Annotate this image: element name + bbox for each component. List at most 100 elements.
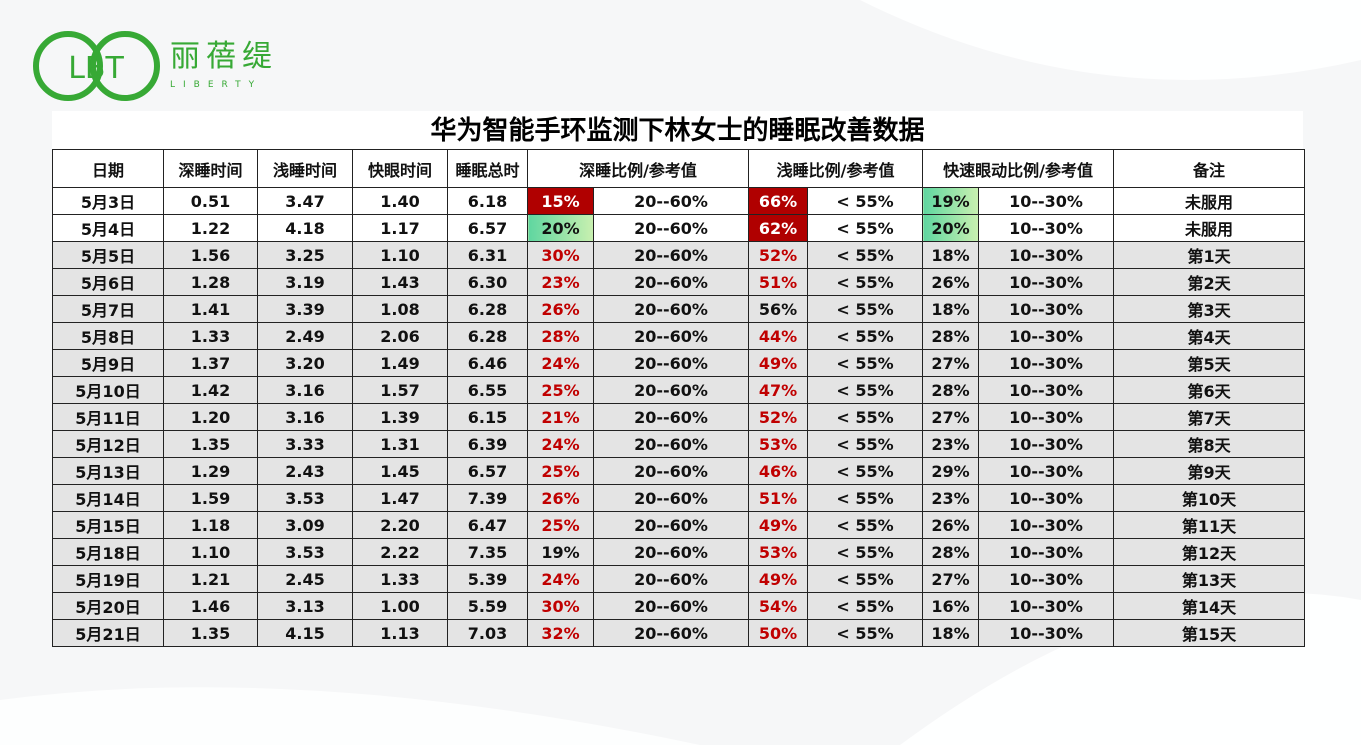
cell-deep-ref: 20--60% [592, 403, 750, 431]
sleep-data-table: 日期 深睡时间 浅睡时间 快眼时间 睡眠总时 深睡比例/参考值 浅睡比例/参考值… [52, 149, 1306, 647]
cell-deep: 1.59 [163, 484, 258, 512]
cell-deep: 1.56 [163, 241, 258, 269]
cell-note: 第14天 [1113, 592, 1306, 620]
cell-rem-ref: 10--30% [978, 322, 1115, 350]
cell-total: 6.57 [447, 457, 528, 485]
table-row: 5月3日 0.51 3.47 1.40 6.18 15% 20--60% 66% < 55% 19… [52, 187, 1306, 215]
cell-rem-pct: 26% [922, 511, 980, 539]
cell-light-pct: 52% [748, 403, 809, 431]
cell-light: 3.09 [257, 511, 353, 539]
cell-note: 第13天 [1113, 565, 1306, 593]
cell-light: 3.53 [257, 538, 353, 566]
cell-light-ref: < 55% [807, 592, 924, 620]
cell-total: 6.18 [447, 187, 528, 215]
cell-rem-ref: 10--30% [978, 565, 1115, 593]
cell-rem-ref: 10--30% [978, 268, 1115, 296]
cell-date: 5月3日 [52, 187, 164, 215]
cell-rem: 1.08 [352, 295, 448, 323]
cell-deep: 1.29 [163, 457, 258, 485]
cell-light-ref: < 55% [807, 322, 924, 350]
table-row: 5月12日 1.35 3.33 1.31 6.39 24% 20--60% 53% < 55% 2… [52, 430, 1306, 458]
cell-deep-pct: 25% [527, 457, 594, 485]
cell-note: 第9天 [1113, 457, 1306, 485]
cell-note: 第3天 [1113, 295, 1306, 323]
cell-deep-pct: 24% [527, 430, 594, 458]
cell-rem: 1.10 [352, 241, 448, 269]
header-date: 日期 [52, 149, 164, 188]
cell-light: 2.49 [257, 322, 353, 350]
cell-date: 5月6日 [52, 268, 164, 296]
cell-rem-ref: 10--30% [978, 538, 1115, 566]
cell-deep-pct: 26% [527, 295, 594, 323]
cell-rem-pct: 29% [922, 457, 980, 485]
cell-note: 第8天 [1113, 430, 1306, 458]
cell-note: 未服用 [1113, 187, 1306, 215]
header-deep-ratio: 深睡比例/参考值 [526, 149, 750, 188]
cell-light-pct: 62% [748, 214, 809, 242]
cell-light-ref: < 55% [807, 619, 924, 647]
cell-rem: 1.57 [352, 376, 448, 404]
cell-date: 5月14日 [52, 484, 164, 512]
table-row: 5月8日 1.33 2.49 2.06 6.28 28% 20--60% 44% < 55% 28… [52, 322, 1306, 350]
cell-rem-ref: 10--30% [978, 484, 1115, 512]
header-total: 睡眠总时 [447, 149, 528, 188]
cell-deep-pct: 26% [527, 484, 594, 512]
cell-note: 第4天 [1113, 322, 1306, 350]
cell-deep-ref: 20--60% [592, 322, 750, 350]
cell-light: 3.47 [257, 187, 353, 215]
cell-rem-ref: 10--30% [978, 511, 1115, 539]
cell-light: 3.16 [257, 403, 353, 431]
cell-deep-ref: 20--60% [592, 484, 750, 512]
cell-total: 7.03 [447, 619, 528, 647]
logo-letters: LBT [68, 51, 124, 86]
cell-rem-ref: 10--30% [978, 187, 1115, 215]
table-row: 5月10日 1.42 3.16 1.57 6.55 25% 20--60% 47% < 55% 2… [52, 376, 1306, 404]
cell-rem-pct: 27% [922, 403, 980, 431]
cell-date: 5月9日 [52, 349, 164, 377]
table-header-row: 日期 深睡时间 浅睡时间 快眼时间 睡眠总时 深睡比例/参考值 浅睡比例/参考值… [52, 149, 1306, 188]
cell-note: 第11天 [1113, 511, 1306, 539]
cell-deep: 1.42 [163, 376, 258, 404]
table-row: 5月13日 1.29 2.43 1.45 6.57 25% 20--60% 46% < 55% 2… [52, 457, 1306, 485]
cell-rem: 2.22 [352, 538, 448, 566]
cell-light-ref: < 55% [807, 349, 924, 377]
brand-sub: LIBERTY [170, 80, 263, 90]
cell-light: 3.25 [257, 241, 353, 269]
cell-note: 第10天 [1113, 484, 1306, 512]
cell-deep-ref: 20--60% [592, 430, 750, 458]
cell-deep-pct: 28% [527, 322, 594, 350]
cell-deep-ref: 20--60% [592, 565, 750, 593]
cell-light-pct: 50% [748, 619, 809, 647]
table-row: 5月9日 1.37 3.20 1.49 6.46 24% 20--60% 49% < 55% 27… [52, 349, 1306, 377]
cell-rem-ref: 10--30% [978, 592, 1115, 620]
cell-light-pct: 49% [748, 349, 809, 377]
cell-rem-pct: 28% [922, 538, 980, 566]
cell-note: 第6天 [1113, 376, 1306, 404]
cell-rem: 1.17 [352, 214, 448, 242]
cell-note: 第1天 [1113, 241, 1306, 269]
cell-deep: 1.20 [163, 403, 258, 431]
cell-rem: 1.31 [352, 430, 448, 458]
cell-deep: 0.51 [163, 187, 258, 215]
cell-light-pct: 56% [748, 295, 809, 323]
cell-light-ref: < 55% [807, 565, 924, 593]
cell-date: 5月8日 [52, 322, 164, 350]
cell-rem: 1.45 [352, 457, 448, 485]
cell-rem-ref: 10--30% [978, 457, 1115, 485]
cell-light-pct: 53% [748, 430, 809, 458]
cell-light-ref: < 55% [807, 241, 924, 269]
cell-light-pct: 44% [748, 322, 809, 350]
cell-rem-ref: 10--30% [978, 295, 1115, 323]
cell-rem-ref: 10--30% [978, 430, 1115, 458]
cell-rem-pct: 18% [922, 295, 980, 323]
cell-light-pct: 51% [748, 484, 809, 512]
table-row: 5月19日 1.21 2.45 1.33 5.39 24% 20--60% 49% < 55% 2… [52, 565, 1306, 593]
cell-light-pct: 54% [748, 592, 809, 620]
table-row: 5月21日 1.35 4.15 1.13 7.03 32% 20--60% 50% < 55% 1… [52, 619, 1306, 647]
cell-total: 6.39 [447, 430, 528, 458]
cell-total: 6.30 [447, 268, 528, 296]
cell-deep-pct: 21% [527, 403, 594, 431]
cell-light: 3.16 [257, 376, 353, 404]
cell-deep: 1.22 [163, 214, 258, 242]
cell-deep: 1.35 [163, 430, 258, 458]
